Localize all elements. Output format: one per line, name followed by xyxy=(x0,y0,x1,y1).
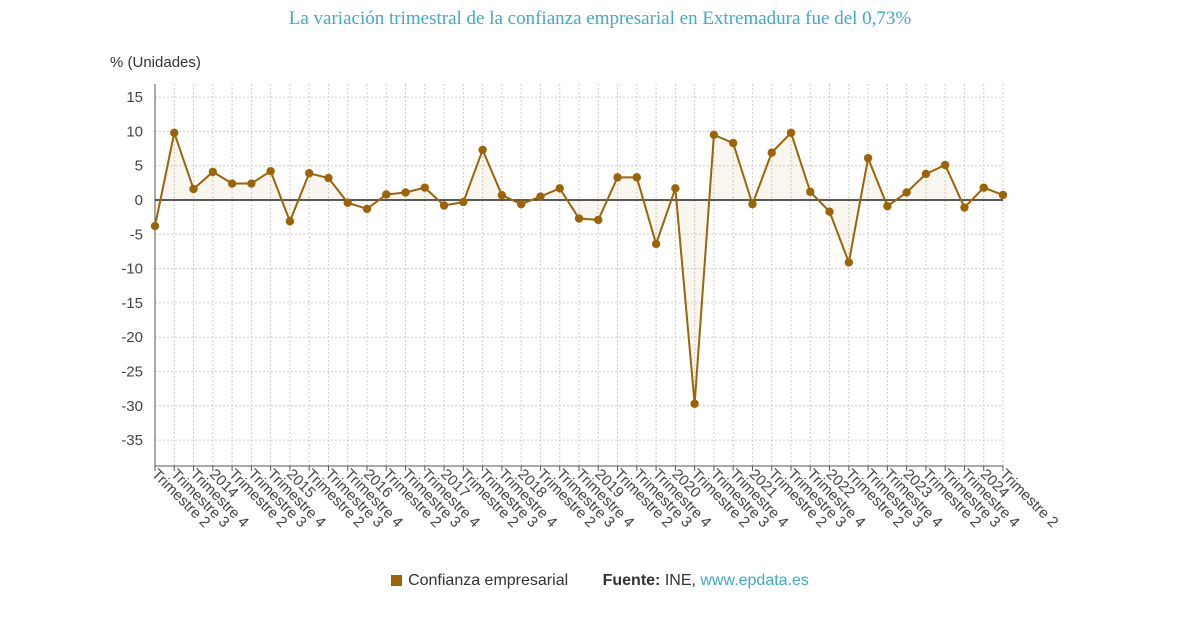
data-point xyxy=(613,173,622,182)
data-point xyxy=(343,198,352,207)
grid-lines xyxy=(154,84,1004,466)
y-tick-label: -35 xyxy=(121,432,143,449)
y-tick-label: 15 xyxy=(126,89,143,106)
y-tick-label: 5 xyxy=(135,158,143,175)
y-tick-labels: 15 10 5 0 -5 -10 -15 -20 -25 -30 -35 xyxy=(121,89,143,449)
axes xyxy=(154,84,1004,471)
data-point xyxy=(189,184,198,194)
data-point xyxy=(863,153,873,163)
data-point xyxy=(767,148,776,157)
data-point xyxy=(208,167,218,177)
data-point xyxy=(786,128,796,137)
data-point xyxy=(170,128,179,137)
y-tick-label: -10 xyxy=(121,261,143,278)
data-point xyxy=(709,130,719,140)
data-point xyxy=(632,173,642,182)
series-points xyxy=(150,128,1008,408)
line-chart: 15 10 5 0 -5 -10 -15 -20 -25 -30 -35 Trimestre 2Tr… xyxy=(110,54,1061,531)
data-point xyxy=(960,203,969,212)
data-point xyxy=(902,188,911,197)
data-point xyxy=(439,201,449,210)
data-point xyxy=(555,184,564,193)
data-point xyxy=(266,166,275,176)
data-point xyxy=(594,215,603,225)
data-point xyxy=(651,239,661,249)
y-tick-label: -20 xyxy=(121,329,143,346)
data-point xyxy=(940,160,950,170)
data-point xyxy=(324,173,333,183)
data-point xyxy=(459,197,468,207)
legend-series-label: Confianza empresarial xyxy=(408,572,569,589)
legend: Confianza empresarial Fuente: INE, www.e… xyxy=(0,572,1200,590)
data-point xyxy=(516,199,526,209)
data-point xyxy=(574,214,584,223)
data-point xyxy=(690,399,699,408)
data-point xyxy=(979,183,988,192)
data-point xyxy=(671,184,680,193)
source-label: Fuente: xyxy=(602,572,661,589)
data-point xyxy=(536,192,545,201)
y-tick-label: -15 xyxy=(121,295,143,312)
y-axis-label: % (Unidades) xyxy=(110,54,201,71)
data-point xyxy=(825,207,834,216)
source-link[interactable]: www.epdata.es xyxy=(700,572,809,589)
data-point xyxy=(285,217,295,226)
data-point xyxy=(401,188,410,197)
data-point xyxy=(420,183,430,192)
data-point xyxy=(362,204,372,214)
data-point xyxy=(883,201,892,211)
data-point xyxy=(728,138,738,148)
legend-swatch xyxy=(391,575,403,586)
data-point xyxy=(382,190,391,199)
data-point xyxy=(304,169,314,178)
data-point xyxy=(497,190,507,200)
data-point xyxy=(150,221,160,231)
y-tick-label: 0 xyxy=(135,192,143,209)
source-name: INE, xyxy=(664,572,696,589)
data-point xyxy=(998,190,1008,200)
data-point xyxy=(247,179,256,188)
y-tick-label: -5 xyxy=(130,226,143,243)
y-tick-label: -30 xyxy=(121,398,143,415)
data-point xyxy=(921,169,931,179)
chart-title: La variación trimestral de la confianza … xyxy=(288,8,912,29)
y-tick-label: 10 xyxy=(126,123,143,140)
data-point xyxy=(478,145,487,155)
data-point xyxy=(748,199,757,209)
data-point xyxy=(806,187,815,196)
legend-item-series[interactable]: Confianza empresarial xyxy=(391,572,573,589)
data-point xyxy=(844,258,854,267)
y-tick-label: -25 xyxy=(121,364,143,381)
data-point xyxy=(227,179,237,188)
